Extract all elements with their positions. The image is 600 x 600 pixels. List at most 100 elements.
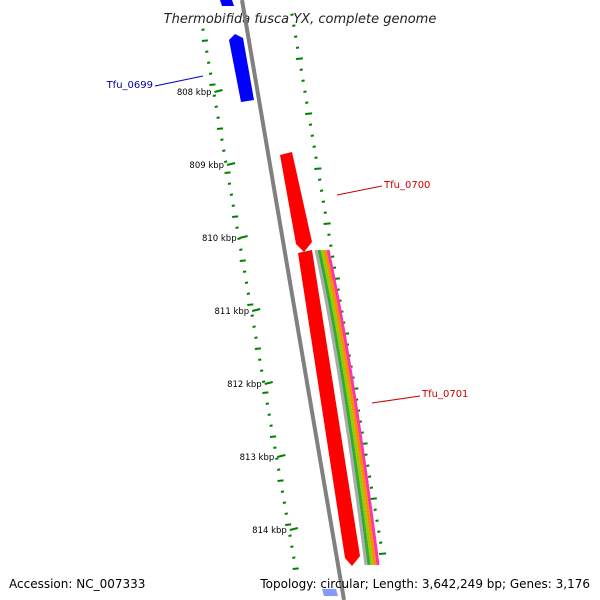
gc-dot	[227, 182, 232, 185]
gc-dot	[378, 552, 387, 555]
gc-dot	[205, 50, 209, 53]
gc-dot	[201, 28, 205, 31]
gc-dot	[275, 457, 279, 460]
gc-dot	[250, 314, 254, 317]
gc-dot	[242, 270, 247, 273]
gc-dot	[273, 446, 277, 449]
gc-dot	[318, 178, 322, 181]
tick-mark	[289, 527, 299, 531]
feature-track-stripes	[314, 249, 380, 566]
gc-dot	[265, 402, 270, 405]
gc-dot	[208, 72, 213, 75]
gc-dot	[284, 512, 288, 515]
feature-stripe	[314, 249, 368, 566]
feature-stripe	[326, 249, 380, 566]
gc-dot	[323, 222, 331, 225]
position-ticks: 808 kbp 809 kbp 810 kbp 811 kbp 812 kbp 813 k…	[177, 88, 299, 536]
gc-dot	[314, 167, 322, 170]
partial-gene-bottom[interactable]	[322, 589, 338, 596]
genome-summary-text: Topology: circular; Length: 3,642,249 bp…	[260, 577, 590, 591]
gc-dot	[292, 556, 296, 559]
tick-mark	[277, 454, 286, 458]
leader-line-tfu-0701	[371, 395, 421, 404]
gc-dot	[305, 112, 313, 115]
feature-stripe	[323, 249, 377, 566]
gene-tfu-0700[interactable]	[280, 152, 312, 252]
gc-dot	[259, 369, 264, 372]
leader-line-tfu-0700	[336, 185, 383, 196]
gc-dot	[369, 486, 374, 489]
feature-stripe	[320, 249, 374, 566]
gc-dot	[216, 116, 220, 119]
gc-dot	[229, 193, 234, 196]
gc-dot	[303, 90, 307, 93]
leader-line-tfu-0699	[154, 75, 204, 87]
gc-dot	[254, 347, 261, 350]
gc-dot	[244, 281, 249, 284]
gc-dot	[247, 303, 254, 306]
gc-dot	[220, 138, 224, 141]
gc-dot	[282, 501, 287, 504]
gc-dot	[375, 519, 379, 522]
label-tfu-0700[interactable]: Tfu_0700	[383, 180, 430, 191]
label-tfu-0699[interactable]: Tfu_0699	[106, 80, 153, 91]
tick-mark	[264, 381, 273, 385]
gc-dot	[267, 413, 271, 416]
gc-dot	[312, 145, 316, 148]
gc-dot	[252, 325, 256, 328]
gc-dot	[269, 435, 277, 438]
tick-mark	[214, 89, 223, 93]
gc-dot	[214, 105, 218, 108]
gc-dot	[239, 248, 243, 251]
gc-dot	[292, 567, 299, 570]
map-title: Thermobifida fusca YX, complete genome	[164, 12, 437, 27]
gc-dot	[367, 475, 372, 478]
gc-dot	[258, 358, 262, 361]
gc-dot	[366, 464, 370, 467]
gc-dot	[261, 380, 266, 383]
gc-dot	[292, 24, 296, 27]
gc-dot	[232, 215, 239, 218]
gc-dot	[269, 424, 273, 427]
partial-gene-top[interactable]	[220, 0, 234, 6]
gc-dot	[321, 200, 326, 203]
gc-dot	[290, 13, 294, 16]
gc-dot	[222, 149, 226, 152]
gc-dot	[288, 534, 292, 537]
gene-tfu-0701[interactable]	[298, 250, 360, 566]
gc-dot	[254, 336, 258, 339]
gc-dot	[212, 94, 217, 97]
gc-dot	[277, 479, 284, 482]
label-tfu-0701[interactable]: Tfu_0701	[421, 389, 468, 400]
gc-dot	[319, 189, 324, 192]
gc-dot	[305, 101, 309, 104]
gc-dot	[301, 79, 305, 82]
gc-dot	[332, 266, 337, 269]
gene-tfu-0699[interactable]	[229, 34, 254, 102]
tick-mark	[226, 162, 236, 166]
gc-content-track-inner	[201, 28, 299, 570]
gc-dot	[206, 61, 211, 64]
feature-stripe	[317, 249, 371, 566]
tick-mark	[239, 235, 248, 239]
gc-dot	[209, 83, 216, 86]
gc-dot	[231, 204, 235, 207]
tick-label: 810 kbp	[202, 234, 237, 244]
tick-label: 813 kbp	[240, 453, 275, 463]
gc-dot	[377, 530, 381, 533]
gc-dot	[314, 156, 318, 159]
gc-dot	[224, 171, 231, 174]
gc-content-track-outer	[290, 13, 387, 555]
gc-dot	[329, 244, 333, 247]
gc-dot	[246, 292, 251, 295]
gc-dot	[310, 134, 315, 137]
gc-dot	[224, 160, 228, 163]
gc-dot	[262, 391, 269, 394]
tick-label: 814 kbp	[252, 526, 287, 536]
tick-label: 811 kbp	[215, 307, 250, 317]
gc-dot	[330, 255, 335, 258]
gc-dot	[235, 226, 239, 229]
gc-dot	[323, 211, 327, 214]
tick-mark	[251, 308, 261, 312]
